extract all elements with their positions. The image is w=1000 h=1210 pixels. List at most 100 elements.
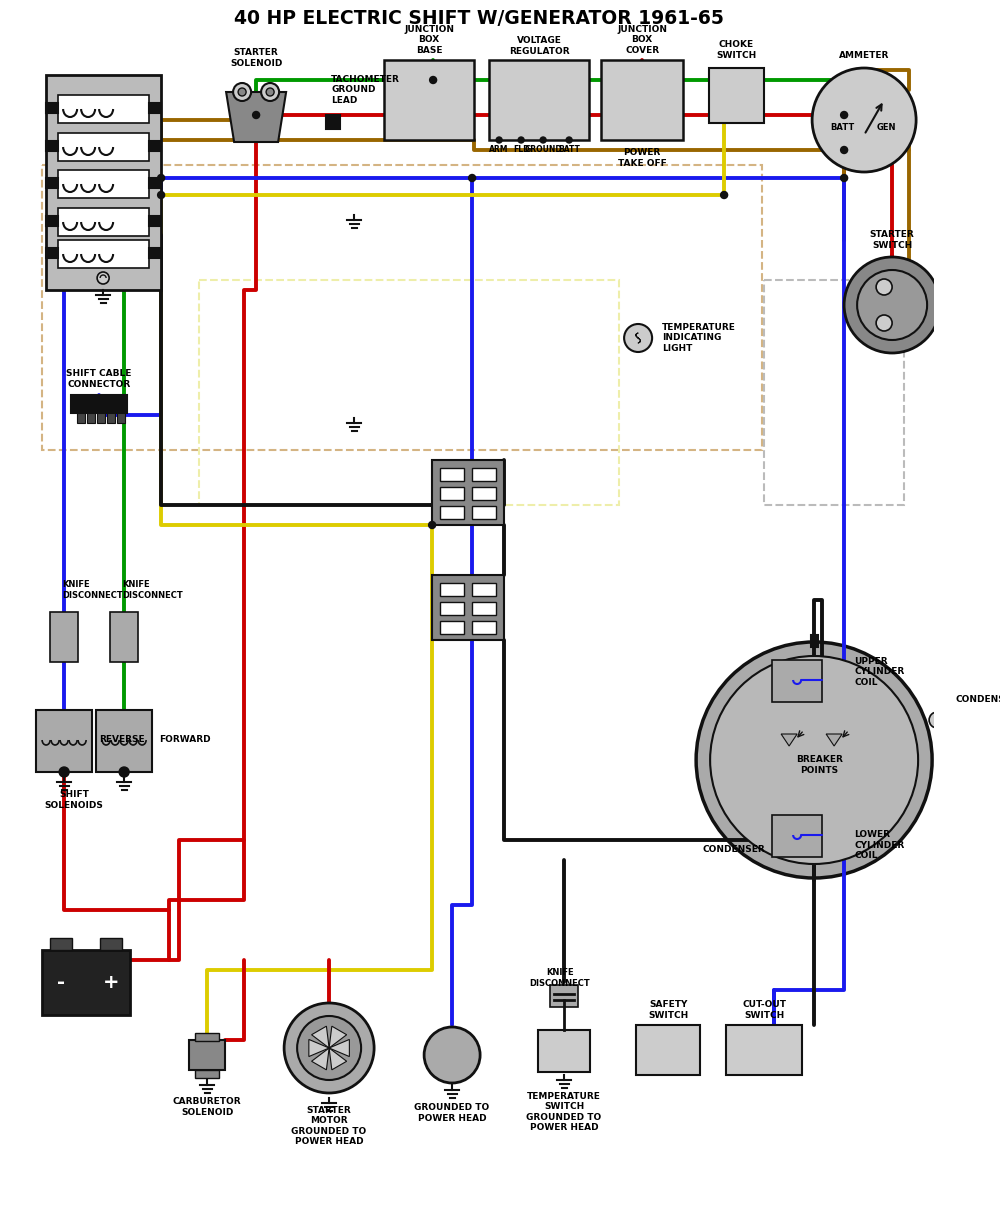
Text: SHIFT CABLE
CONNECTOR: SHIFT CABLE CONNECTOR bbox=[66, 369, 132, 388]
Bar bbox=[58, 240, 149, 267]
Circle shape bbox=[566, 137, 572, 143]
Text: LOWER
CYLINDER
COIL: LOWER CYLINDER COIL bbox=[854, 830, 904, 860]
Bar bbox=[472, 603, 496, 615]
Circle shape bbox=[469, 174, 476, 182]
Bar bbox=[149, 178, 161, 188]
Text: JUNCTION
BOX
COVER: JUNCTION BOX COVER bbox=[617, 25, 667, 54]
Text: STARTER
MOTOR
GROUNDED TO
POWER HEAD: STARTER MOTOR GROUNDED TO POWER HEAD bbox=[291, 1106, 367, 1146]
Circle shape bbox=[841, 146, 848, 154]
Circle shape bbox=[496, 137, 502, 143]
Bar bbox=[87, 413, 95, 423]
Text: TEMPERATURE
INDICATING
LIGHT: TEMPERATURE INDICATING LIGHT bbox=[662, 323, 736, 353]
Text: BATT: BATT bbox=[830, 123, 854, 133]
Bar bbox=[726, 1025, 802, 1074]
Circle shape bbox=[430, 76, 437, 83]
Bar bbox=[472, 583, 496, 597]
Circle shape bbox=[721, 191, 728, 198]
Bar bbox=[110, 612, 138, 662]
Bar bbox=[42, 165, 762, 450]
Bar bbox=[149, 248, 161, 258]
Bar bbox=[550, 985, 578, 1007]
Circle shape bbox=[841, 174, 848, 182]
Text: KNIFE
DISCONNECT: KNIFE DISCONNECT bbox=[122, 581, 183, 600]
Bar bbox=[636, 1025, 700, 1074]
Bar bbox=[46, 75, 161, 290]
Text: ARM: ARM bbox=[489, 144, 509, 154]
Text: FLD: FLD bbox=[513, 144, 529, 154]
Circle shape bbox=[929, 711, 945, 728]
Text: GEN: GEN bbox=[876, 123, 896, 133]
Bar bbox=[199, 280, 619, 505]
Polygon shape bbox=[826, 734, 842, 747]
Circle shape bbox=[158, 174, 165, 182]
Text: JUNCTION
BOX
BASE: JUNCTION BOX BASE bbox=[404, 25, 454, 54]
Circle shape bbox=[424, 1027, 480, 1083]
Text: TEMPERATURE
SWITCH
GROUNDED TO
POWER HEAD: TEMPERATURE SWITCH GROUNDED TO POWER HEA… bbox=[526, 1091, 602, 1133]
Bar bbox=[96, 710, 152, 772]
Polygon shape bbox=[781, 734, 797, 747]
Circle shape bbox=[876, 280, 892, 295]
Bar bbox=[472, 506, 496, 519]
Bar bbox=[46, 217, 58, 226]
Bar bbox=[36, 710, 92, 772]
Text: CONDENSER: CONDENSER bbox=[703, 846, 765, 854]
Text: KNIFE
DISCONNECT: KNIFE DISCONNECT bbox=[530, 968, 590, 987]
Circle shape bbox=[238, 88, 246, 96]
Text: STARTER
SWITCH: STARTER SWITCH bbox=[870, 230, 914, 249]
Text: REVERSE: REVERSE bbox=[99, 736, 145, 744]
Circle shape bbox=[624, 324, 652, 352]
Text: -: - bbox=[57, 973, 65, 991]
Circle shape bbox=[119, 767, 129, 777]
Circle shape bbox=[233, 83, 251, 100]
Bar bbox=[440, 583, 464, 597]
Bar bbox=[149, 103, 161, 113]
Bar bbox=[384, 60, 474, 140]
Text: KNIFE
DISCONNECT: KNIFE DISCONNECT bbox=[62, 581, 123, 600]
Bar bbox=[472, 486, 496, 500]
Bar bbox=[472, 621, 496, 634]
Bar bbox=[50, 938, 72, 950]
Bar bbox=[601, 60, 683, 140]
Bar bbox=[432, 575, 504, 640]
Bar bbox=[58, 169, 149, 198]
Bar bbox=[772, 659, 822, 702]
Bar bbox=[440, 506, 464, 519]
Circle shape bbox=[710, 656, 918, 864]
Bar bbox=[764, 280, 904, 505]
Text: GROUNDED TO
POWER HEAD: GROUNDED TO POWER HEAD bbox=[414, 1104, 490, 1123]
Text: CONDENSER: CONDENSER bbox=[955, 696, 1000, 704]
Circle shape bbox=[844, 257, 940, 353]
Bar bbox=[440, 603, 464, 615]
Polygon shape bbox=[329, 1039, 349, 1056]
Text: SAFETY
SWITCH: SAFETY SWITCH bbox=[648, 1001, 688, 1020]
Circle shape bbox=[284, 1003, 374, 1093]
Bar bbox=[195, 1070, 219, 1078]
Bar bbox=[440, 468, 464, 482]
Bar bbox=[58, 133, 149, 161]
Polygon shape bbox=[312, 1048, 329, 1070]
Bar bbox=[46, 103, 58, 113]
Bar bbox=[811, 635, 818, 647]
Circle shape bbox=[297, 1016, 361, 1081]
Circle shape bbox=[876, 315, 892, 332]
Bar bbox=[46, 248, 58, 258]
Circle shape bbox=[253, 111, 260, 119]
Bar bbox=[440, 621, 464, 634]
Bar bbox=[46, 178, 58, 188]
Bar bbox=[42, 950, 130, 1015]
Polygon shape bbox=[329, 1026, 347, 1048]
Text: FORWARD: FORWARD bbox=[159, 736, 211, 744]
Bar bbox=[58, 208, 149, 236]
Bar bbox=[100, 938, 122, 950]
Bar bbox=[71, 394, 127, 413]
Bar bbox=[772, 816, 822, 857]
Circle shape bbox=[429, 522, 436, 529]
Circle shape bbox=[696, 643, 932, 878]
Bar bbox=[472, 468, 496, 482]
Circle shape bbox=[857, 270, 927, 340]
Text: CUT-OUT
SWITCH: CUT-OUT SWITCH bbox=[742, 1001, 786, 1020]
Text: BREAKER
POINTS: BREAKER POINTS bbox=[796, 755, 843, 774]
Circle shape bbox=[540, 137, 546, 143]
Bar bbox=[58, 96, 149, 123]
Circle shape bbox=[97, 272, 109, 284]
